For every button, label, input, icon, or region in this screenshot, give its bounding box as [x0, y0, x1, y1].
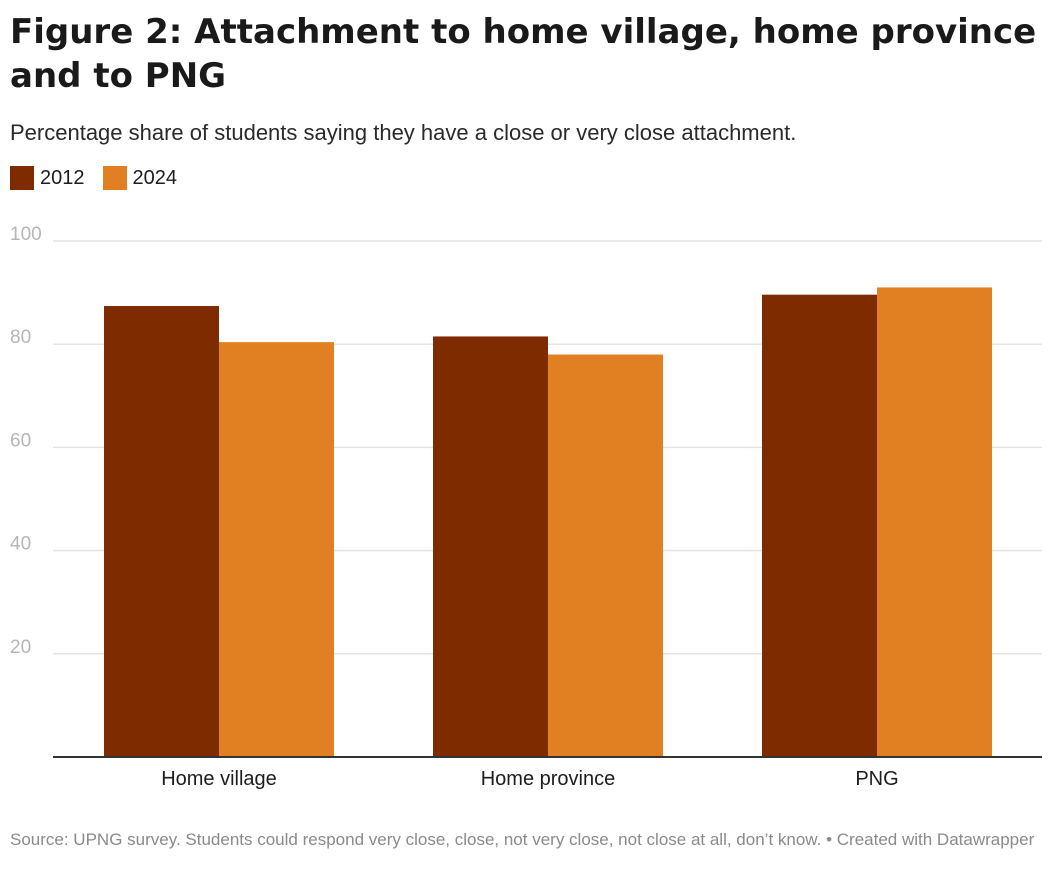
x-tick-label-home-province: Home province [481, 768, 616, 790]
legend-label-2024: 2024 [132, 166, 178, 189]
y-tick-label-40: 40 [10, 534, 31, 555]
y-tick-label-100: 100 [10, 224, 42, 245]
bar-2012-home-village [104, 306, 219, 757]
legend-swatch-2024 [102, 166, 127, 190]
legend-swatch-2012 [10, 166, 34, 190]
bar-2024-home-village [219, 342, 334, 757]
legend-label-2012: 2012 [40, 166, 85, 189]
legend: 2012 2024 [10, 166, 177, 190]
legend-item-2024: 2024 [102, 166, 178, 190]
legend-item-2012: 2012 [10, 166, 85, 190]
y-tick-label-60: 60 [10, 430, 31, 451]
x-tick-label-home-village: Home village [161, 768, 277, 790]
bar-2024-png [877, 287, 992, 757]
bar-2012-home-province [433, 336, 548, 757]
bar-2024-home-province [548, 354, 663, 757]
y-tick-label-20: 20 [10, 637, 31, 658]
chart-subtitle: Percentage share of students saying they… [10, 120, 797, 145]
y-tick-label-80: 80 [10, 327, 31, 348]
bar-chart: 20 40 60 80 100 Home village Home province PNG [10, 224, 1042, 790]
chart-title: Figure 2: Attachment to home village, ho… [10, 12, 1037, 96]
x-tick-label-png: PNG [855, 768, 898, 790]
source-note: Source: UPNG survey. Students could resp… [10, 830, 1035, 849]
bar-2012-png [762, 294, 877, 757]
